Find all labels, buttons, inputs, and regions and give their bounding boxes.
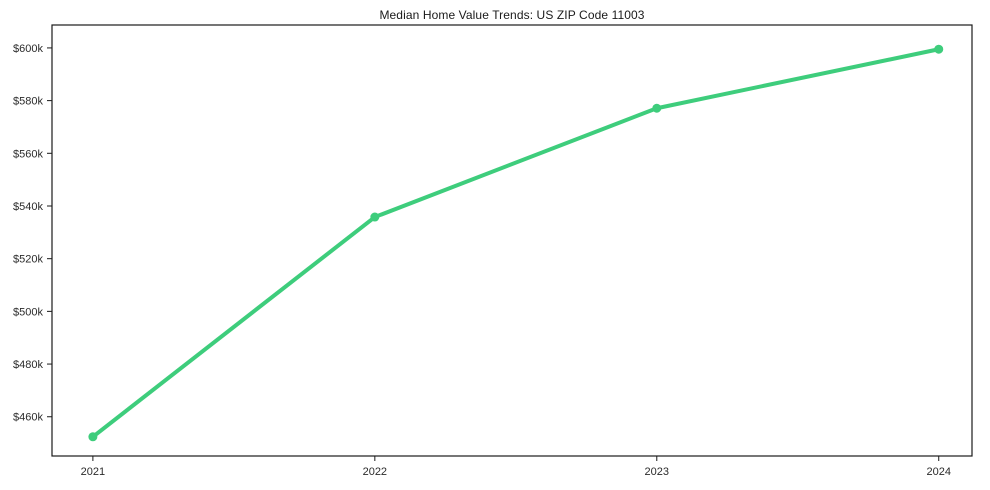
y-tick-label: $600k — [13, 43, 43, 55]
x-tick-label: 2024 — [926, 466, 950, 478]
y-tick-label: $500k — [13, 306, 43, 318]
x-tick-label: 2021 — [81, 466, 105, 478]
y-tick-label: $580k — [13, 96, 43, 108]
plot-border — [51, 24, 973, 457]
data-point-marker — [652, 103, 662, 113]
x-tick-label: 2022 — [363, 466, 387, 478]
y-tick-label: $540k — [13, 201, 43, 213]
data-point-marker — [934, 44, 944, 54]
y-tick-label: $560k — [13, 148, 43, 160]
chart-title: Median Home Value Trends: US ZIP Code 11… — [379, 8, 645, 22]
trend-line — [90, 47, 941, 439]
y-tick-label: $520k — [13, 254, 43, 266]
y-tick-label: $460k — [13, 412, 43, 424]
data-point-marker — [370, 212, 380, 222]
data-point-marker — [88, 432, 98, 442]
x-tick-label: 2023 — [645, 466, 669, 478]
y-tick-label: $480k — [13, 359, 43, 371]
